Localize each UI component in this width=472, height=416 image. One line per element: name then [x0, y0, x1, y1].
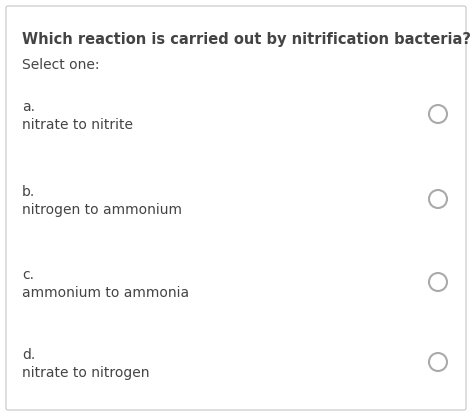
- Circle shape: [429, 105, 447, 123]
- Text: nitrate to nitrogen: nitrate to nitrogen: [22, 366, 150, 380]
- Circle shape: [429, 353, 447, 371]
- FancyBboxPatch shape: [6, 6, 466, 410]
- Text: Select one:: Select one:: [22, 58, 100, 72]
- Text: b.: b.: [22, 185, 35, 199]
- Circle shape: [429, 273, 447, 291]
- Text: a.: a.: [22, 100, 35, 114]
- Circle shape: [429, 190, 447, 208]
- Text: ammonium to ammonia: ammonium to ammonia: [22, 286, 189, 300]
- Text: d.: d.: [22, 348, 35, 362]
- Text: nitrate to nitrite: nitrate to nitrite: [22, 118, 133, 132]
- Text: Which reaction is carried out by nitrification bacteria?: Which reaction is carried out by nitrifi…: [22, 32, 471, 47]
- Text: nitrogen to ammonium: nitrogen to ammonium: [22, 203, 182, 217]
- Text: c.: c.: [22, 268, 34, 282]
